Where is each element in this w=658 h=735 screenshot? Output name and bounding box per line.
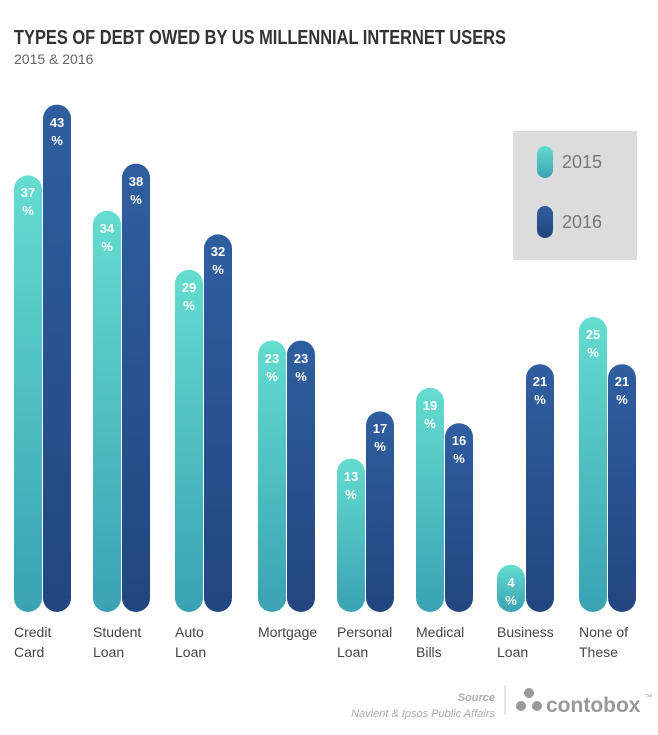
data-label: 29 % xyxy=(181,279,197,313)
x-tick-label: Credit Card xyxy=(14,624,52,660)
data-label: 13 % xyxy=(343,468,359,502)
bar xyxy=(366,411,394,612)
bar xyxy=(579,317,607,612)
logo-icon xyxy=(516,688,542,711)
data-label: 43 % xyxy=(49,114,65,148)
x-tick-label: Mortgage xyxy=(258,624,318,640)
bar xyxy=(445,423,473,612)
logo: contobox xyxy=(546,694,641,717)
legend-label: 2015 xyxy=(562,152,602,172)
data-label: 21 % xyxy=(614,374,630,408)
bar xyxy=(175,269,203,612)
bar xyxy=(287,340,315,612)
chart-title: TYPES OF DEBT OWED BY US MILLENNIAL INTE… xyxy=(14,27,506,49)
bar xyxy=(497,564,525,612)
data-label: 23 % xyxy=(293,350,309,384)
bar xyxy=(526,364,554,612)
source-label: Source xyxy=(458,692,495,704)
data-label: 21 % xyxy=(532,374,548,408)
data-label: 4 % xyxy=(505,574,517,608)
data-label: 38 % xyxy=(128,173,144,207)
bar xyxy=(43,104,71,612)
bar xyxy=(416,387,444,612)
legend-swatch xyxy=(537,206,553,238)
legend-label: 2016 xyxy=(562,212,602,232)
bar xyxy=(337,458,365,612)
data-label: 32 % xyxy=(210,244,226,278)
bar xyxy=(122,163,150,612)
bar xyxy=(204,234,232,612)
legend-box xyxy=(513,131,637,260)
legend-swatch xyxy=(537,146,553,178)
x-tick-label: None of These xyxy=(579,624,629,660)
data-label: 16 % xyxy=(451,433,467,467)
data-label: 19 % xyxy=(422,397,438,431)
bar xyxy=(258,340,286,612)
x-tick-label: Business Loan xyxy=(497,624,554,660)
data-label: 23 % xyxy=(264,350,280,384)
source: Navient & Ipsos Public Affairs xyxy=(351,708,495,720)
x-tick-label: Personal Loan xyxy=(337,624,393,660)
x-tick-label: Student Loan xyxy=(93,624,142,660)
data-label: 17 % xyxy=(372,421,388,455)
trademark: ™ xyxy=(645,694,652,701)
data-label: 25 % xyxy=(585,327,601,360)
x-tick-label: Auto Loan xyxy=(175,624,207,660)
data-label: 34 % xyxy=(99,220,115,254)
x-tick-label: Medical Bills xyxy=(416,624,465,660)
bar xyxy=(93,210,121,613)
data-label: 37 % xyxy=(20,185,36,219)
chart-subtitle: 2015 & 2016 xyxy=(14,51,94,67)
bar xyxy=(608,364,636,612)
bar xyxy=(14,175,42,612)
